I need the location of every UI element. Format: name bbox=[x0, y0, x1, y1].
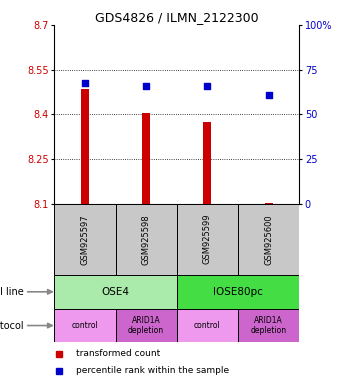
Text: control: control bbox=[71, 321, 98, 330]
Text: protocol: protocol bbox=[0, 321, 24, 331]
Text: percentile rank within the sample: percentile rank within the sample bbox=[76, 366, 230, 376]
Bar bbox=[116, 309, 177, 343]
Text: GSM925597: GSM925597 bbox=[80, 214, 89, 265]
Bar bbox=[142, 113, 150, 204]
Text: OSE4: OSE4 bbox=[102, 287, 130, 297]
Point bbox=[82, 79, 88, 86]
Bar bbox=[81, 89, 89, 204]
Bar bbox=[54, 204, 116, 275]
Point bbox=[204, 83, 210, 89]
Text: GSM925599: GSM925599 bbox=[203, 214, 212, 265]
Text: ARID1A
depletion: ARID1A depletion bbox=[251, 316, 287, 335]
Text: IOSE80pc: IOSE80pc bbox=[213, 287, 263, 297]
Bar bbox=[177, 204, 238, 275]
Bar bbox=[54, 275, 177, 309]
Bar bbox=[116, 204, 177, 275]
Bar bbox=[177, 275, 299, 309]
Text: transformed count: transformed count bbox=[76, 349, 161, 358]
Bar bbox=[177, 309, 238, 343]
Bar bbox=[238, 309, 299, 343]
Bar bbox=[265, 203, 273, 204]
Text: GSM925598: GSM925598 bbox=[142, 214, 150, 265]
Text: ARID1A
depletion: ARID1A depletion bbox=[128, 316, 164, 335]
Bar bbox=[54, 309, 116, 343]
Point bbox=[144, 83, 149, 89]
Bar bbox=[238, 204, 299, 275]
Point bbox=[266, 93, 272, 99]
Text: GSM925600: GSM925600 bbox=[264, 214, 273, 265]
Bar bbox=[203, 122, 211, 204]
Text: cell line: cell line bbox=[0, 287, 24, 297]
Text: control: control bbox=[194, 321, 221, 330]
Title: GDS4826 / ILMN_2122300: GDS4826 / ILMN_2122300 bbox=[95, 11, 259, 24]
